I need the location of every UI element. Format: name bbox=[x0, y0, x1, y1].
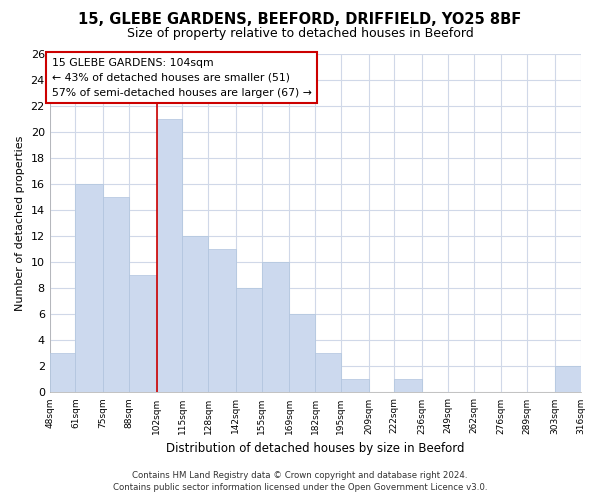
Bar bbox=[182, 236, 208, 392]
Bar bbox=[157, 119, 182, 392]
Bar bbox=[236, 288, 262, 393]
Text: 15 GLEBE GARDENS: 104sqm
← 43% of detached houses are smaller (51)
57% of semi-d: 15 GLEBE GARDENS: 104sqm ← 43% of detach… bbox=[52, 58, 311, 98]
X-axis label: Distribution of detached houses by size in Beeford: Distribution of detached houses by size … bbox=[166, 442, 464, 455]
Bar bbox=[50, 354, 76, 393]
Bar bbox=[129, 276, 157, 392]
Bar bbox=[103, 197, 129, 392]
Bar bbox=[315, 354, 341, 393]
Text: Contains HM Land Registry data © Crown copyright and database right 2024.
Contai: Contains HM Land Registry data © Crown c… bbox=[113, 471, 487, 492]
Bar bbox=[76, 184, 103, 392]
Text: Size of property relative to detached houses in Beeford: Size of property relative to detached ho… bbox=[127, 28, 473, 40]
Bar bbox=[289, 314, 315, 392]
Bar bbox=[341, 380, 368, 392]
Bar bbox=[208, 249, 236, 392]
Text: 15, GLEBE GARDENS, BEEFORD, DRIFFIELD, YO25 8BF: 15, GLEBE GARDENS, BEEFORD, DRIFFIELD, Y… bbox=[79, 12, 521, 28]
Bar bbox=[394, 380, 422, 392]
Bar bbox=[555, 366, 581, 392]
Y-axis label: Number of detached properties: Number of detached properties bbox=[15, 136, 25, 311]
Bar bbox=[262, 262, 289, 392]
